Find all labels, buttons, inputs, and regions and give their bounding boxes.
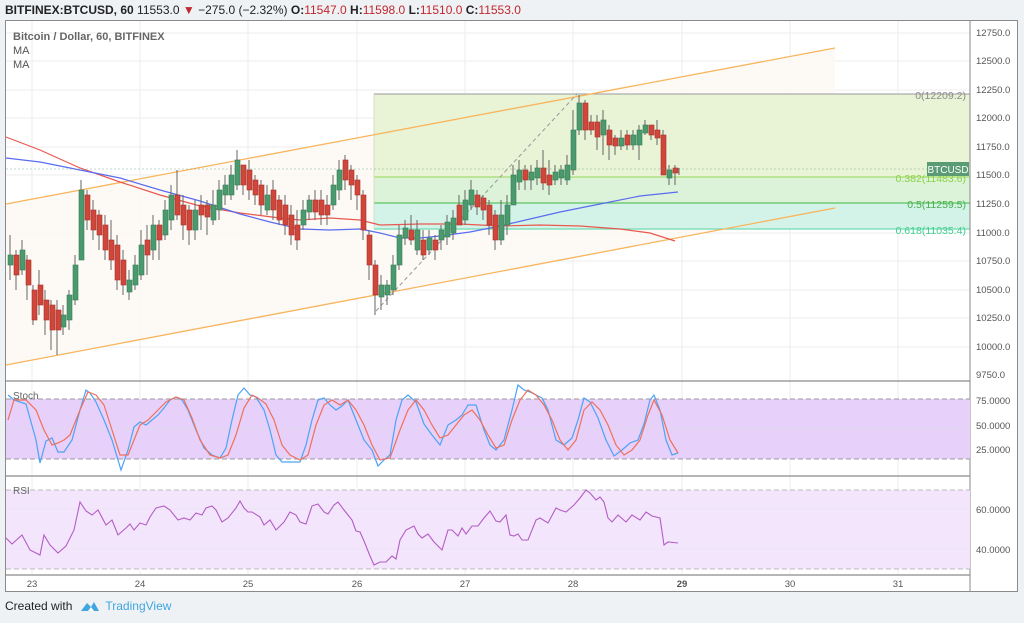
svg-text:11250.0: 11250.0 [976, 199, 1010, 210]
svg-text:9750.0: 9750.0 [976, 370, 1005, 381]
svg-text:25: 25 [243, 579, 254, 590]
moving-average-red [5, 136, 676, 242]
svg-text:40.0000: 40.0000 [976, 545, 1010, 556]
rsi-label: RSI [13, 486, 30, 497]
svg-text:10000.0: 10000.0 [976, 342, 1010, 353]
fib-label-0: 0(12209.2) [915, 90, 966, 102]
low-label: L: [408, 3, 420, 17]
svg-text:26: 26 [352, 579, 363, 590]
svg-text:24: 24 [135, 579, 146, 590]
svg-text:12750.0: 12750.0 [976, 28, 1010, 39]
price-change: −275.0 (−2.32%) [198, 3, 288, 17]
last-price: 11553.0 [137, 3, 180, 17]
close-value: 11553.0 [478, 3, 521, 17]
svg-text:12000.0: 12000.0 [976, 113, 1010, 124]
svg-text:27: 27 [460, 579, 471, 590]
ma-legend-2[interactable]: MA [13, 59, 30, 71]
high-value: 11598.0 [362, 3, 406, 17]
tradingview-cloud-icon [81, 602, 100, 611]
symbol-name: BITFINEX:BTCUSD, 60 [5, 3, 134, 17]
candlesticks [7, 95, 680, 355]
chart-title: Bitcoin / Dollar, 60, BITFINEX [13, 31, 165, 43]
rsi-line [5, 489, 679, 566]
rsi-pane[interactable]: RSI 60.0000 40.0000 [5, 486, 1010, 570]
svg-text:75.0000: 75.0000 [976, 396, 1010, 407]
svg-text:25.0000: 25.0000 [976, 445, 1010, 456]
fib-label-0618: 0.618(11035.4) [896, 225, 966, 237]
footer: Created with TradingView [5, 599, 171, 613]
ma-legend-1[interactable]: MA [13, 45, 30, 57]
symbol-header: BITFINEX:BTCUSD, 60 11553.0 ▼ −275.0 (−2… [5, 3, 521, 17]
created-with-label: Created with [5, 599, 73, 613]
svg-text:50.0000: 50.0000 [976, 421, 1010, 432]
svg-text:30: 30 [785, 579, 796, 590]
stoch-k-line [7, 383, 679, 472]
svg-text:10250.0: 10250.0 [976, 313, 1010, 324]
moving-average-blue [5, 157, 679, 239]
tradingview-link[interactable]: TradingView [80, 599, 171, 613]
svg-text:11750.0: 11750.0 [976, 142, 1010, 153]
triangle-down-icon: ▼ [182, 3, 195, 17]
high-label: H: [350, 3, 363, 17]
stoch-d-line [7, 389, 679, 461]
svg-text:31: 31 [893, 579, 904, 590]
symbol-badge: BTCUSD [927, 165, 968, 176]
svg-text:12500.0: 12500.0 [976, 56, 1010, 67]
fib-label-05: 0.5(11259.5) [907, 199, 966, 211]
open-label: O: [290, 3, 305, 17]
low-value: 11510.0 [419, 3, 463, 17]
last-price-badge [927, 162, 969, 176]
chart-legend: Bitcoin / Dollar, 60, BITFINEX MA MA [13, 30, 165, 72]
svg-text:10500.0: 10500.0 [976, 285, 1010, 296]
stoch-label: Stoch [13, 391, 39, 402]
svg-text:29: 29 [677, 579, 688, 590]
svg-text:10750.0: 10750.0 [976, 256, 1010, 267]
svg-text:23: 23 [27, 579, 38, 590]
svg-text:28: 28 [568, 579, 579, 590]
close-label: C: [465, 3, 479, 17]
svg-text:60.0000: 60.0000 [976, 505, 1010, 516]
tradingview-brand[interactable]: TradingView [105, 599, 172, 613]
svg-text:11500.0: 11500.0 [976, 170, 1010, 181]
ascending-channel[interactable] [5, 47, 836, 366]
stoch-pane[interactable]: Stoch 75.0000 50.0000 25.0000 [6, 383, 1010, 472]
svg-text:11000.0: 11000.0 [976, 228, 1010, 239]
svg-text:12250.0: 12250.0 [976, 85, 1010, 96]
time-axis[interactable]: 23 24 25 26 27 28 29 30 31 [27, 579, 904, 590]
open-value: 11547.0 [304, 3, 347, 17]
